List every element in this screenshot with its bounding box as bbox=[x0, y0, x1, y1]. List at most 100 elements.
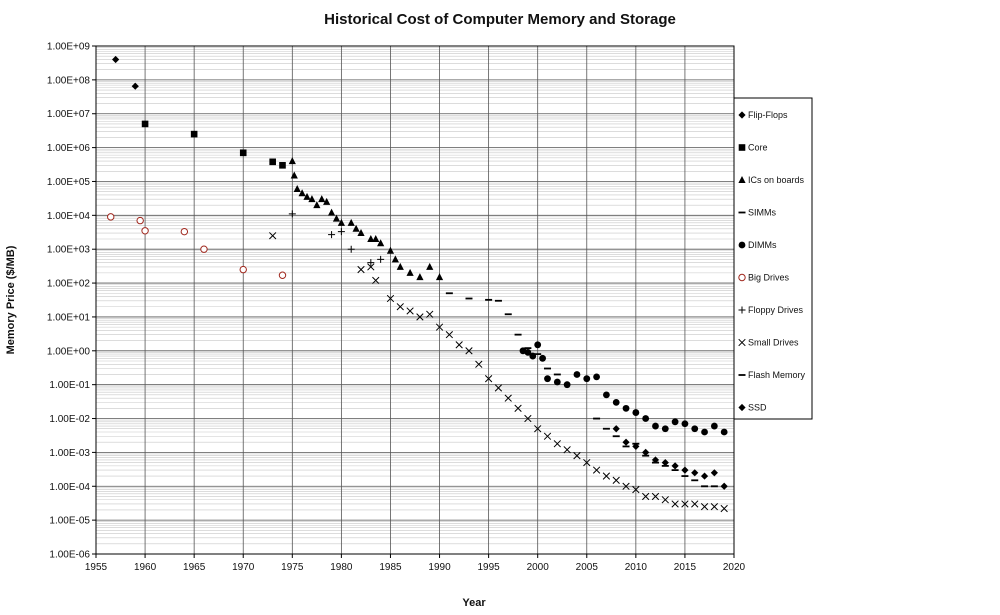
y-tick-label: 1.00E+05 bbox=[47, 177, 91, 188]
legend-marker-ics-on-boards bbox=[738, 176, 746, 183]
x-tick-label: 1955 bbox=[85, 562, 108, 573]
legend-label: Small Drives bbox=[748, 338, 799, 348]
legend-marker-dimms bbox=[738, 241, 746, 249]
data-point-dimms bbox=[632, 409, 640, 416]
legend-label: Big Drives bbox=[748, 273, 790, 283]
y-tick-label: 1.00E-02 bbox=[49, 414, 90, 425]
data-point-ics-on-boards bbox=[332, 214, 341, 222]
legend-marker-floppy-drives bbox=[738, 306, 746, 314]
data-point-small-drives bbox=[386, 294, 395, 303]
data-point-small-drives bbox=[661, 496, 669, 504]
data-point-ics-on-boards bbox=[303, 192, 311, 200]
data-point-small-drives bbox=[534, 425, 542, 433]
y-axis-label: Memory Price ($/MB) bbox=[5, 245, 17, 354]
series-small-drives bbox=[269, 232, 728, 513]
data-point-small-drives bbox=[406, 307, 414, 315]
x-tick-label: 1965 bbox=[183, 562, 206, 573]
data-point-ics-on-boards bbox=[426, 262, 434, 270]
data-point-small-drives bbox=[691, 500, 699, 508]
data-point-small-drives bbox=[681, 500, 689, 508]
legend-items: Flip-Flops Core ICs on boards SIMMs DIMMs Big… bbox=[738, 110, 806, 413]
x-axis-label: Year bbox=[462, 597, 486, 609]
grid-layer bbox=[95, 45, 735, 555]
legend-item-ics-on-boards: ICs on boards bbox=[738, 175, 805, 185]
legend-item-floppy-drives: Floppy Drives bbox=[738, 305, 804, 315]
series-big-drives bbox=[107, 213, 287, 279]
data-point-flip-flops bbox=[112, 55, 120, 64]
legend-label: Core bbox=[748, 143, 768, 153]
data-point-dimms bbox=[583, 375, 591, 383]
x-tick-label: 2005 bbox=[576, 562, 599, 573]
y-tick-label: 1.00E+06 bbox=[47, 143, 91, 154]
x-tick-label: 1995 bbox=[477, 562, 500, 573]
data-point-floppy-drives bbox=[288, 210, 296, 218]
data-point-ssd bbox=[671, 462, 679, 470]
data-point-flip-flops bbox=[131, 82, 139, 90]
data-point-small-drives bbox=[642, 492, 650, 501]
data-point-small-drives bbox=[612, 476, 620, 484]
series-flip-flops bbox=[112, 55, 139, 90]
data-point-small-drives bbox=[357, 265, 365, 274]
plot-frame bbox=[95, 45, 735, 555]
data-point-dimms bbox=[671, 418, 679, 426]
data-point-ssd bbox=[612, 425, 620, 433]
x-tick-label: 1960 bbox=[134, 562, 157, 573]
data-point-floppy-drives bbox=[367, 259, 375, 267]
legend-label: Flip-Flops bbox=[748, 110, 788, 120]
data-point-dimms bbox=[652, 422, 659, 430]
data-point-floppy-drives bbox=[377, 255, 385, 263]
data-point-small-drives bbox=[484, 375, 493, 383]
legend-label: SSD bbox=[748, 403, 767, 413]
data-point-small-drives bbox=[504, 394, 512, 402]
data-point-small-drives bbox=[563, 446, 571, 454]
x-tick-label: 2000 bbox=[527, 562, 550, 573]
data-point-small-drives bbox=[416, 313, 424, 321]
data-point-small-drives bbox=[543, 432, 552, 440]
legend-item-flash-memory: Flash Memory bbox=[738, 370, 806, 380]
data-point-ics-on-boards bbox=[352, 224, 360, 232]
data-point-small-drives bbox=[426, 310, 434, 318]
x-tick-label: 2015 bbox=[674, 562, 697, 573]
legend-label: ICs on boards bbox=[748, 175, 805, 185]
data-point-core bbox=[141, 120, 149, 128]
data-point-core bbox=[269, 158, 276, 166]
data-point-ics-on-boards bbox=[323, 197, 331, 205]
data-point-ics-on-boards bbox=[337, 218, 345, 226]
legend-item-ssd: SSD bbox=[738, 403, 767, 413]
data-point-small-drives bbox=[372, 276, 380, 285]
data-point-small-drives bbox=[475, 360, 483, 368]
data-point-floppy-drives bbox=[337, 228, 345, 236]
data-point-dimms bbox=[642, 415, 650, 422]
data-point-small-drives bbox=[396, 303, 404, 311]
y-tick-label: 1.00E+09 bbox=[47, 42, 91, 53]
data-point-dimms bbox=[529, 352, 537, 360]
legend-item-dimms: DIMMs bbox=[738, 240, 777, 250]
x-tick-label: 1975 bbox=[281, 562, 304, 573]
data-point-small-drives bbox=[651, 492, 660, 501]
series-dimms bbox=[519, 341, 728, 436]
data-point-small-drives bbox=[465, 347, 473, 355]
x-tick-labels: 1955 1960 1965 1970 1975 1980 1985 1990 1995 2000… bbox=[85, 554, 746, 573]
series-ssd bbox=[612, 425, 728, 490]
data-point-small-drives bbox=[720, 504, 728, 513]
data-point-ics-on-boards bbox=[396, 262, 404, 270]
data-point-big-drives bbox=[180, 227, 189, 236]
legend-item-big-drives: Big Drives bbox=[738, 273, 790, 283]
x-tick-label: 1970 bbox=[232, 562, 255, 573]
y-tick-label: 1.00E-03 bbox=[49, 448, 90, 459]
data-point-core bbox=[190, 130, 198, 138]
data-point-small-drives bbox=[671, 500, 679, 508]
y-tick-label: 1.00E+08 bbox=[47, 75, 91, 86]
data-point-ics-on-boards bbox=[293, 184, 301, 192]
legend-label: Flash Memory bbox=[748, 370, 806, 380]
x-tick-label: 2020 bbox=[723, 562, 746, 573]
data-point-core bbox=[239, 149, 247, 157]
data-point-big-drives bbox=[200, 245, 208, 253]
y-tick-label: 1.00E+01 bbox=[47, 312, 91, 323]
data-point-small-drives bbox=[445, 330, 454, 339]
x-tick-label: 1980 bbox=[330, 562, 353, 573]
data-point-dimms bbox=[524, 348, 532, 356]
y-tick-label: 1.00E-06 bbox=[49, 550, 90, 561]
data-point-small-drives bbox=[592, 466, 601, 474]
legend-label: Floppy Drives bbox=[748, 305, 804, 315]
